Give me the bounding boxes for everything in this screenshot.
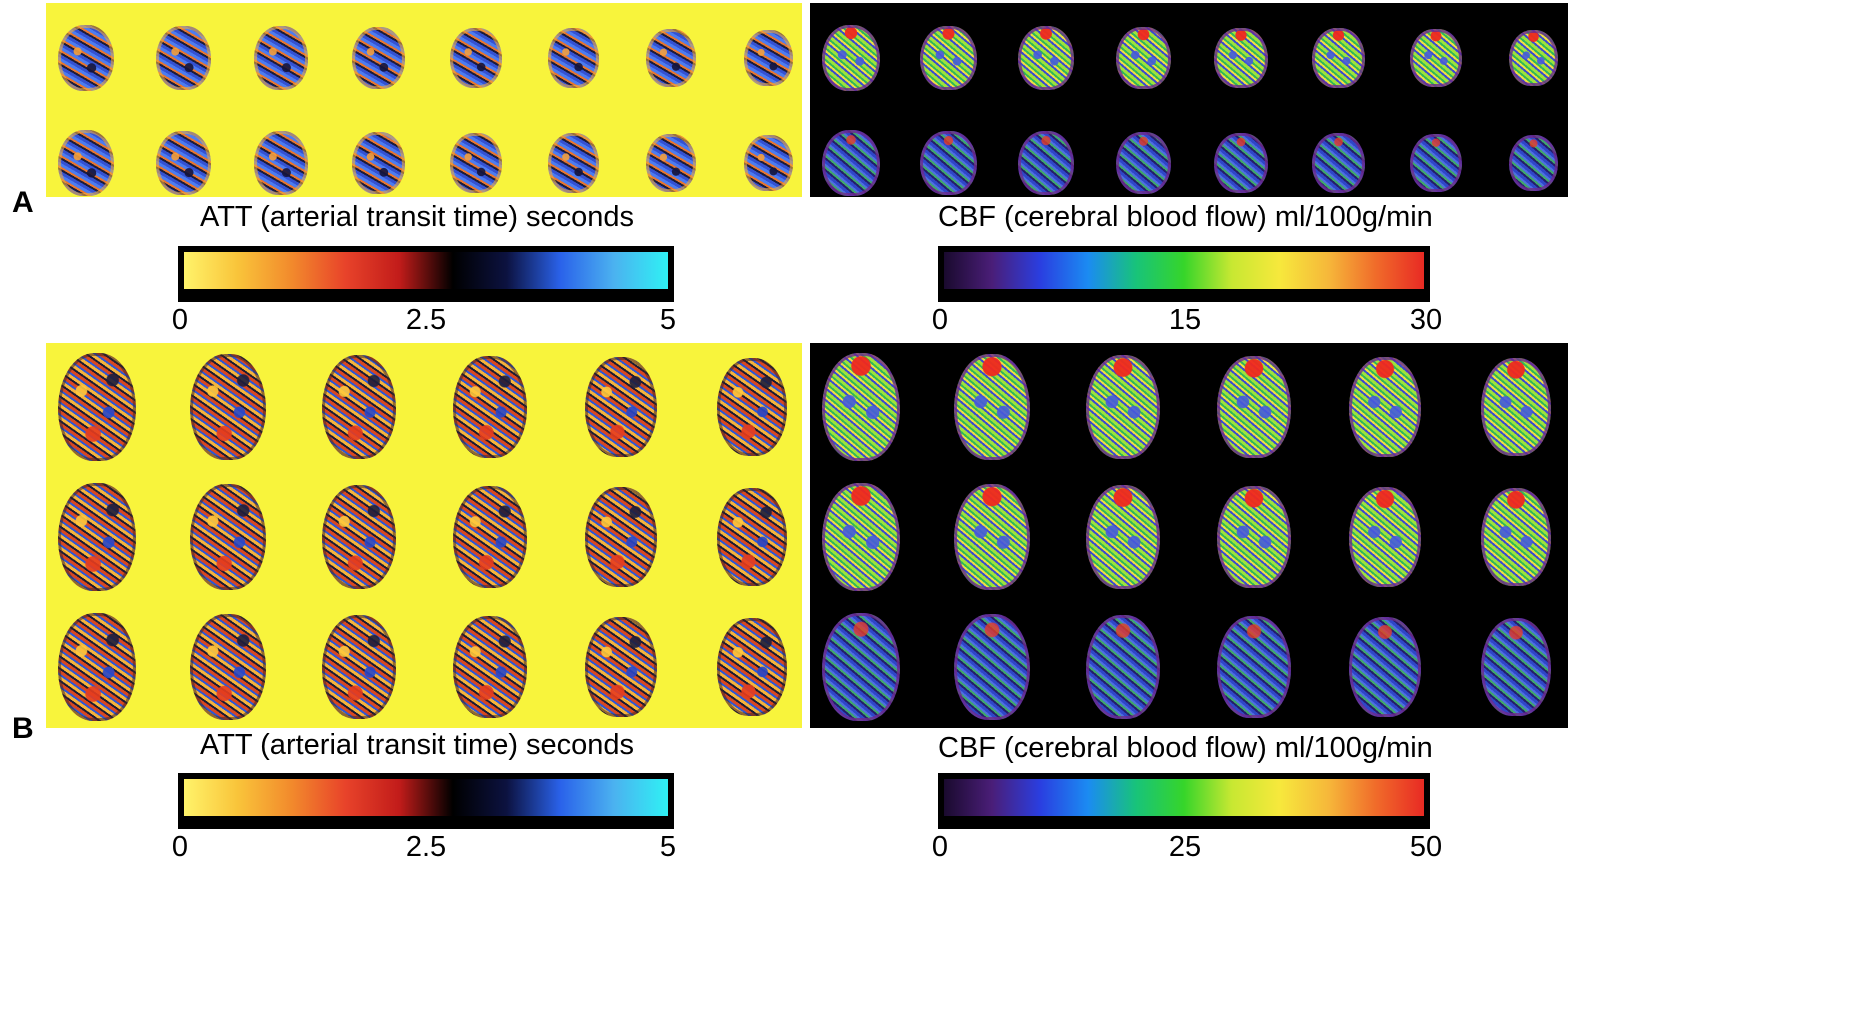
cbf-a-slice-r1-c7 xyxy=(1410,28,1462,88)
cbf-b-slice-r1-c6 xyxy=(1480,358,1552,456)
att-tick-mid-panel-a: 2.5 xyxy=(405,304,447,336)
att-colorbar-panel-b xyxy=(178,773,674,829)
cbf-image-panel-b xyxy=(810,343,1568,728)
cbf-a-slice-r2-c6 xyxy=(1312,133,1365,193)
att-tick-max-panel-a: 5 xyxy=(659,304,677,336)
cbf-tick-max-panel-a: 30 xyxy=(1409,304,1443,336)
cbf-colorbar-panel-a xyxy=(938,246,1430,302)
cbf-a-slice-r2-c1 xyxy=(822,130,880,196)
cbf-a-slice-r1-c5 xyxy=(1214,27,1268,89)
att-a-slice-r1-c6 xyxy=(548,28,599,88)
att-a-slice-r2-c4 xyxy=(352,131,405,194)
cbf-a-slice-r2-c5 xyxy=(1214,132,1268,194)
cbf-b-slice-r3-c1 xyxy=(822,613,900,721)
att-b-slice-r2-c3 xyxy=(321,485,397,589)
cbf-b-slice-r2-c1 xyxy=(822,483,900,591)
cbf-a-slice-r2-c2 xyxy=(920,130,977,196)
att-b-slice-r2-c2 xyxy=(189,484,267,590)
att-tick-mid-panel-b: 2.5 xyxy=(405,831,447,863)
cbf-b-slice-r1-c5 xyxy=(1349,357,1421,457)
cbf-tick-0-panel-a: 0 xyxy=(931,304,949,336)
att-a-slice-r1-c2 xyxy=(156,25,211,91)
cbf-b-slice-r1-c3 xyxy=(1085,355,1161,459)
att-b-slice-r3-c2 xyxy=(189,614,267,720)
att-b-slice-r2-c1 xyxy=(58,483,136,591)
panel-letter-b: B xyxy=(12,712,34,745)
cbf-b-slice-r3-c4 xyxy=(1217,616,1291,718)
att-a-slice-r2-c8 xyxy=(744,134,793,192)
cbf-a-slice-r2-c8 xyxy=(1508,134,1559,192)
cbf-a-slice-r1-c6 xyxy=(1312,28,1365,88)
att-b-slice-r3-c3 xyxy=(321,615,397,719)
cbf-a-slice-r1-c4 xyxy=(1116,26,1171,89)
cbf-tick-mid-panel-a: 15 xyxy=(1168,304,1202,336)
cbf-image-panel-a xyxy=(810,3,1568,197)
att-a-slice-r1-c3 xyxy=(254,26,308,90)
att-b-slice-r1-c1 xyxy=(58,353,136,461)
att-b-slice-r2-c5 xyxy=(585,487,657,587)
att-b-slice-r1-c3 xyxy=(321,355,397,459)
att-colorbar-panel-a xyxy=(178,246,674,302)
cbf-caption-panel-a: CBF (cerebral blood flow) ml/100g/min xyxy=(938,201,1433,233)
cbf-b-slice-r2-c2 xyxy=(953,484,1031,590)
att-b-slice-r3-c6 xyxy=(716,618,788,716)
att-b-slice-r1-c2 xyxy=(189,354,267,460)
cbf-a-slice-r1-c2 xyxy=(920,25,977,91)
att-a-slice-r2-c6 xyxy=(548,133,599,193)
att-b-slice-r1-c4 xyxy=(453,356,527,458)
att-tick-max-panel-b: 5 xyxy=(659,831,677,863)
cbf-a-slice-r2-c7 xyxy=(1410,133,1462,193)
cbf-b-slice-r1-c1 xyxy=(822,353,900,461)
cbf-b-slice-r2-c6 xyxy=(1480,488,1552,586)
att-tick-0-panel-a: 0 xyxy=(171,304,189,336)
att-image-panel-b xyxy=(46,343,802,728)
cbf-tick-mid-panel-b: 25 xyxy=(1168,831,1202,863)
cbf-a-slice-r1-c1 xyxy=(822,25,880,91)
att-a-slice-r1-c7 xyxy=(646,28,696,88)
att-caption-panel-a: ATT (arterial transit time) seconds xyxy=(200,201,635,233)
att-a-slice-r2-c2 xyxy=(156,130,211,196)
cbf-a-slice-r1-c8 xyxy=(1508,29,1559,87)
cbf-b-slice-r2-c3 xyxy=(1085,485,1161,589)
att-a-slice-r1-c4 xyxy=(352,26,405,89)
att-b-slice-r2-c4 xyxy=(453,486,527,588)
att-a-slice-r1-c8 xyxy=(744,29,793,87)
cbf-b-slice-r1-c4 xyxy=(1217,356,1291,458)
cbf-b-slice-r1-c2 xyxy=(953,354,1031,460)
att-a-slice-r1-c1 xyxy=(58,25,114,91)
att-a-slice-r2-c1 xyxy=(58,130,114,196)
att-a-slice-r2-c5 xyxy=(450,132,502,194)
att-a-slice-r2-c7 xyxy=(646,133,696,193)
att-tick-0-panel-b: 0 xyxy=(171,831,189,863)
cbf-b-slice-r2-c4 xyxy=(1217,486,1291,588)
att-b-slice-r3-c5 xyxy=(585,617,657,717)
cbf-tick-0-panel-b: 0 xyxy=(931,831,949,863)
att-caption-panel-b: ATT (arterial transit time) seconds xyxy=(200,729,635,761)
cbf-a-slice-r2-c4 xyxy=(1116,131,1171,194)
cbf-tick-max-panel-b: 50 xyxy=(1409,831,1443,863)
cbf-b-slice-r3-c2 xyxy=(953,614,1031,720)
cbf-b-slice-r3-c6 xyxy=(1480,618,1552,716)
cbf-b-slice-r2-c5 xyxy=(1349,487,1421,587)
cbf-b-slice-r3-c5 xyxy=(1349,617,1421,717)
cbf-colorbar-panel-b xyxy=(938,773,1430,829)
cbf-a-slice-r1-c3 xyxy=(1018,26,1074,90)
att-b-slice-r2-c6 xyxy=(716,488,788,586)
att-b-slice-r1-c6 xyxy=(716,358,788,456)
cbf-b-slice-r3-c3 xyxy=(1085,615,1161,719)
att-a-slice-r1-c5 xyxy=(450,27,502,89)
att-b-slice-r1-c5 xyxy=(585,357,657,457)
att-image-panel-a xyxy=(46,3,802,197)
att-b-slice-r3-c4 xyxy=(453,616,527,718)
att-a-slice-r2-c3 xyxy=(254,131,308,195)
att-b-slice-r3-c1 xyxy=(58,613,136,721)
panel-letter-a: A xyxy=(12,186,34,219)
cbf-caption-panel-b: CBF (cerebral blood flow) ml/100g/min xyxy=(938,732,1433,764)
cbf-a-slice-r2-c3 xyxy=(1018,131,1074,195)
